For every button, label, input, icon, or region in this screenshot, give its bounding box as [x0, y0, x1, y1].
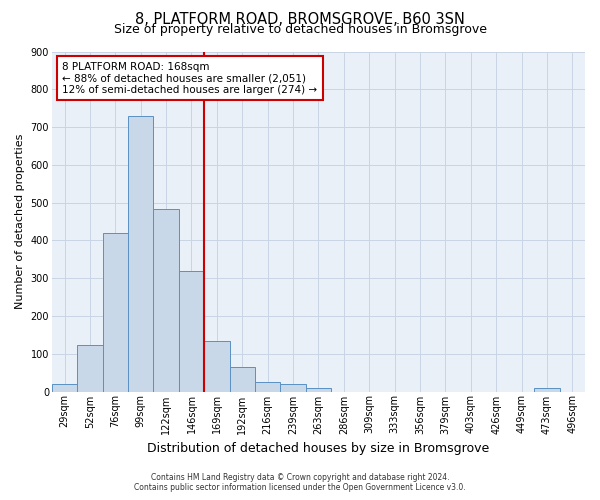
Bar — [103, 233, 128, 392]
Text: 8, PLATFORM ROAD, BROMSGROVE, B60 3SN: 8, PLATFORM ROAD, BROMSGROVE, B60 3SN — [135, 12, 465, 28]
Bar — [77, 346, 103, 392]
Bar — [255, 382, 280, 392]
Bar — [179, 271, 204, 392]
Bar — [204, 342, 230, 392]
Bar — [306, 388, 331, 392]
Y-axis label: Number of detached properties: Number of detached properties — [15, 134, 25, 309]
Bar — [154, 209, 179, 392]
Bar — [534, 388, 560, 392]
Text: Size of property relative to detached houses in Bromsgrove: Size of property relative to detached ho… — [113, 22, 487, 36]
Bar — [128, 116, 154, 392]
Bar — [52, 384, 77, 392]
Text: 8 PLATFORM ROAD: 168sqm
← 88% of detached houses are smaller (2,051)
12% of semi: 8 PLATFORM ROAD: 168sqm ← 88% of detache… — [62, 62, 317, 95]
X-axis label: Distribution of detached houses by size in Bromsgrove: Distribution of detached houses by size … — [147, 442, 490, 455]
Bar — [230, 367, 255, 392]
Bar — [280, 384, 306, 392]
Text: Contains HM Land Registry data © Crown copyright and database right 2024.
Contai: Contains HM Land Registry data © Crown c… — [134, 473, 466, 492]
